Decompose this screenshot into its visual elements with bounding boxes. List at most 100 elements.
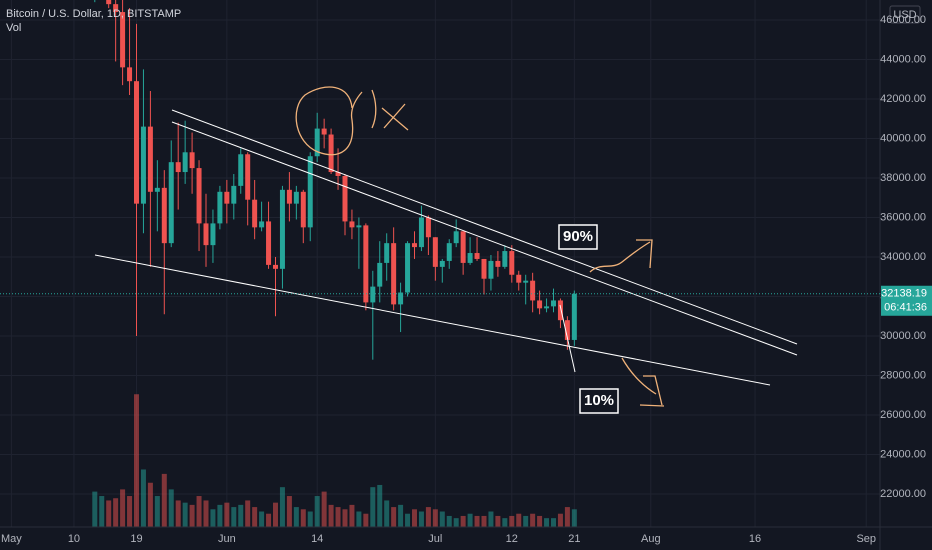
volume-bar xyxy=(557,513,563,527)
volume-bar xyxy=(453,518,459,527)
y-tick-label: 26000.00 xyxy=(880,409,926,421)
trend-line xyxy=(94,254,771,386)
candle-body xyxy=(384,243,390,263)
candle-body xyxy=(564,320,570,340)
candle-body xyxy=(196,168,202,224)
y-tick-label: 30000.00 xyxy=(880,330,926,342)
candle-body xyxy=(321,128,327,135)
volume-bar xyxy=(272,502,278,527)
candle-body xyxy=(432,237,438,267)
volume-bar xyxy=(550,518,556,527)
volume-bar xyxy=(238,504,244,527)
candle-body xyxy=(140,126,146,204)
x-tick-label: Jun xyxy=(218,533,236,545)
volume-bar xyxy=(266,513,272,527)
x-tick-label: 12 xyxy=(506,533,518,545)
volume-bar xyxy=(564,507,570,527)
volume-bar xyxy=(106,500,112,527)
volume-bar xyxy=(92,491,98,527)
volume-bar xyxy=(168,489,174,527)
candles xyxy=(94,0,577,360)
volume-bar xyxy=(182,502,188,527)
candle-body xyxy=(523,280,529,283)
candle-body xyxy=(460,231,466,263)
candle-body xyxy=(224,191,230,204)
volume-bar xyxy=(147,482,153,527)
candle-body xyxy=(286,189,292,204)
volume-bar xyxy=(321,491,327,527)
candle-body xyxy=(120,12,126,68)
volume-bar xyxy=(502,518,508,527)
candle-body xyxy=(377,262,383,287)
axes: 22000.00 24000.00 26000.00 28000.00 30000.00… xyxy=(0,14,932,545)
last-price-label: 32138.19 xyxy=(881,288,927,300)
volume-bar xyxy=(120,489,126,527)
countdown: 06:41:36 xyxy=(884,302,927,314)
candle-body xyxy=(530,280,536,301)
volume-bar xyxy=(161,473,167,527)
candle-body xyxy=(133,81,139,204)
trend-line xyxy=(171,121,798,356)
candle-body xyxy=(370,286,376,303)
candle-body xyxy=(405,243,411,293)
volume-bar xyxy=(133,394,139,527)
candle-body xyxy=(363,225,369,303)
candle-body xyxy=(210,223,216,246)
trend-line xyxy=(171,109,798,345)
volume-bar xyxy=(488,511,494,527)
volume-bar xyxy=(370,487,376,527)
volume-bar xyxy=(286,496,292,527)
candle-body xyxy=(279,189,285,269)
y-tick-label: 44000.00 xyxy=(880,53,926,65)
candle-body xyxy=(557,300,563,321)
candle-body xyxy=(189,152,195,169)
x-tick-label: Sep xyxy=(856,533,876,545)
volume-bar xyxy=(377,484,383,527)
annotation-box xyxy=(579,388,619,414)
volume-bar xyxy=(127,496,133,527)
candle-body xyxy=(300,191,306,228)
volume-bar xyxy=(363,513,369,527)
grid xyxy=(0,0,880,527)
candle-body xyxy=(182,152,188,173)
volume-bar xyxy=(231,507,237,527)
candle-body xyxy=(488,260,494,279)
candle-body xyxy=(147,126,153,192)
currency[interactable]: USD xyxy=(893,9,916,21)
time-axis xyxy=(0,527,932,550)
volume-bar xyxy=(411,509,417,527)
volume-bar xyxy=(335,507,341,527)
volume-bar xyxy=(481,515,487,527)
candle-body xyxy=(550,300,556,307)
candle-body xyxy=(231,185,237,204)
price-axis xyxy=(880,0,932,527)
volume-bar xyxy=(252,507,258,527)
candle-body xyxy=(335,172,341,176)
candle-body xyxy=(453,231,459,244)
volume-bar xyxy=(293,507,299,527)
volume-bar xyxy=(418,511,424,527)
annotation: 10% xyxy=(584,392,614,409)
last-price-box xyxy=(881,285,932,316)
y-tick-label: 42000.00 xyxy=(880,93,926,105)
candle-body xyxy=(252,199,258,228)
x-tick-label: Aug xyxy=(641,533,661,545)
volume-bar xyxy=(460,515,466,527)
volume-bar xyxy=(544,518,550,527)
volume-bar xyxy=(384,500,390,527)
volume-bar xyxy=(356,511,362,527)
x-tick-label: Jul xyxy=(428,533,442,545)
candle-body xyxy=(502,251,508,267)
volume-bar xyxy=(530,513,536,527)
volume-label: Vol xyxy=(6,22,21,34)
currency-box[interactable] xyxy=(889,5,921,24)
volume-bar xyxy=(509,515,515,527)
candle-body xyxy=(571,293,577,340)
volume-bar xyxy=(516,513,522,527)
x-tick-label: 16 xyxy=(749,533,761,545)
candle-body xyxy=(425,217,431,238)
scribble xyxy=(295,86,363,156)
volume-bar xyxy=(300,509,306,527)
volume-bar xyxy=(342,509,348,527)
